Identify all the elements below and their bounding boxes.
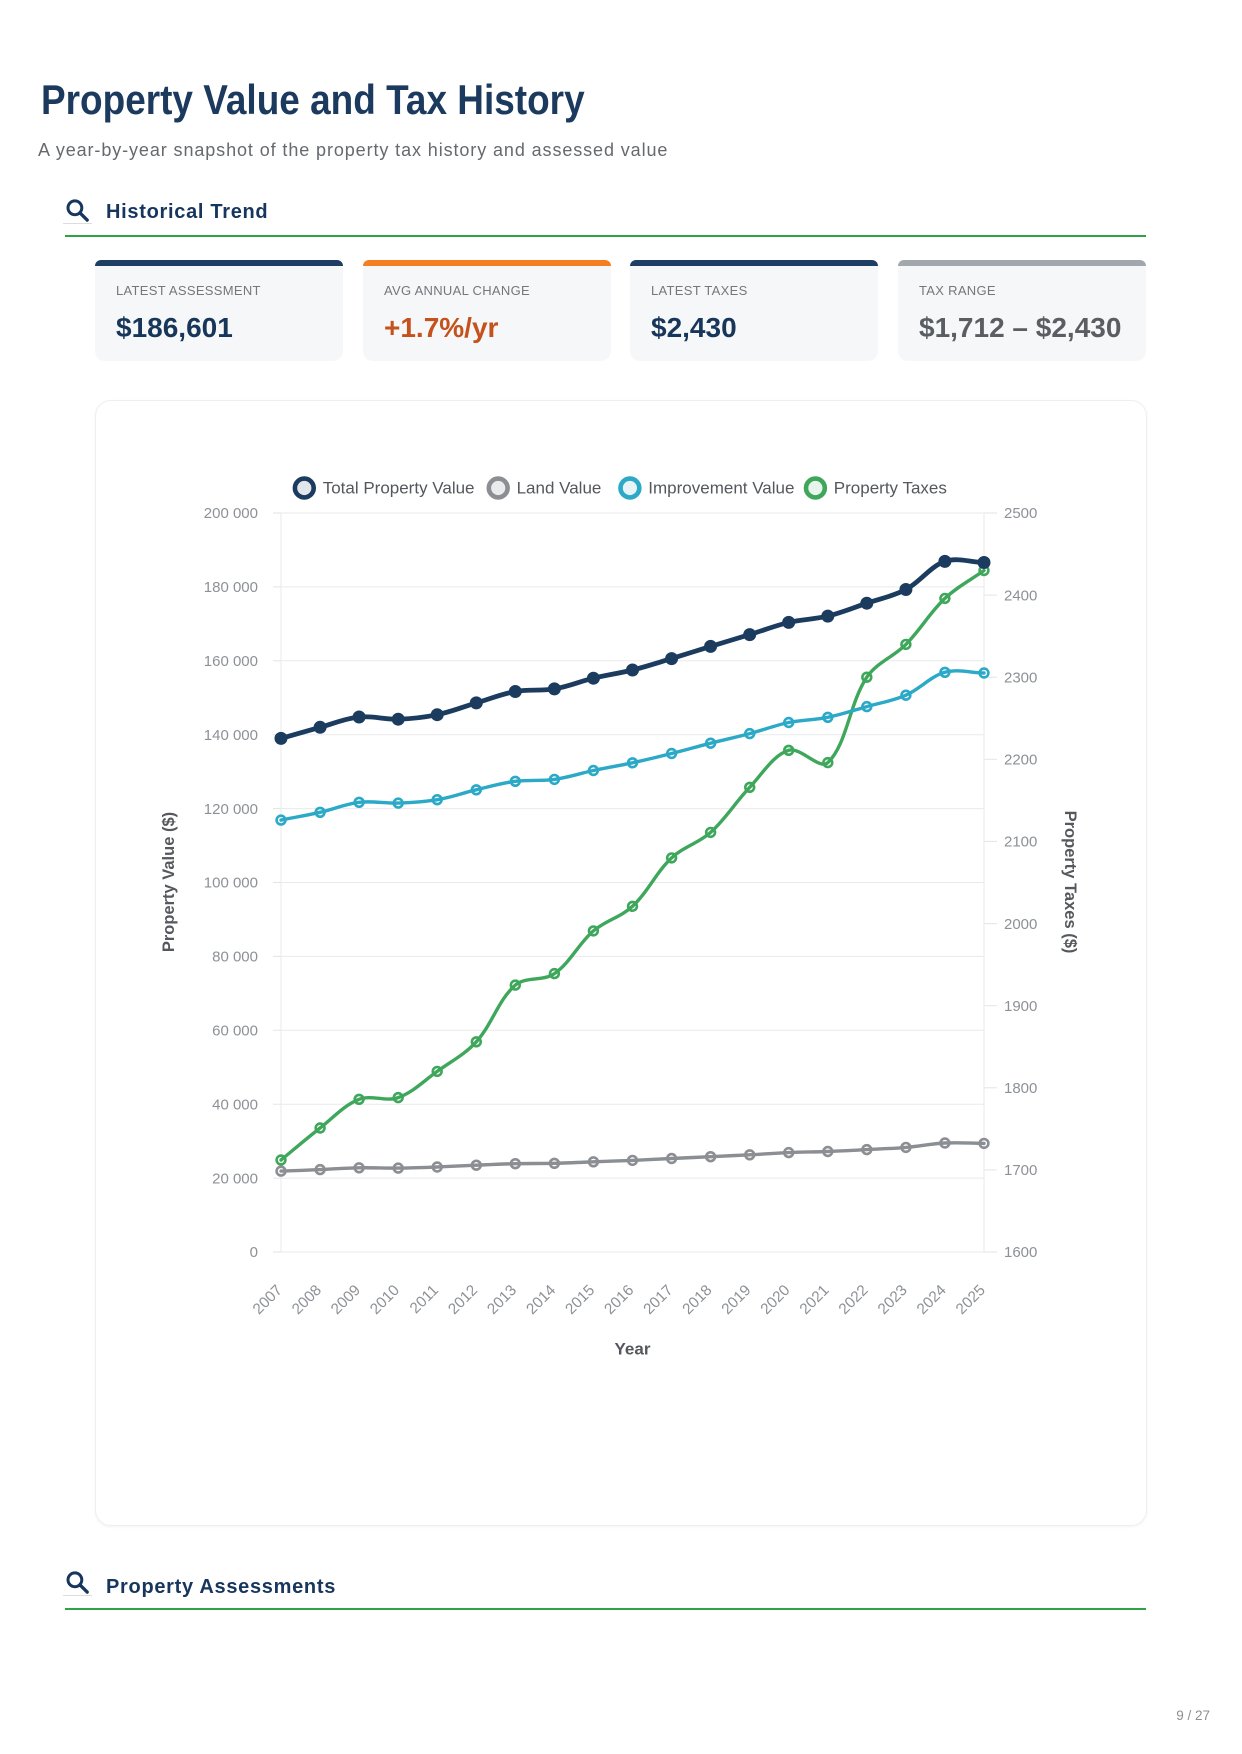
svg-text:140 000: 140 000 <box>204 727 258 744</box>
svg-text:2500: 2500 <box>1004 505 1037 522</box>
svg-text:2017: 2017 <box>640 1282 676 1318</box>
svg-text:2018: 2018 <box>679 1282 715 1318</box>
svg-text:2010: 2010 <box>367 1282 403 1318</box>
svg-text:180 000: 180 000 <box>204 579 258 596</box>
svg-text:2021: 2021 <box>797 1282 833 1318</box>
svg-text:2015: 2015 <box>562 1282 598 1318</box>
svg-text:2009: 2009 <box>328 1282 364 1318</box>
svg-text:2016: 2016 <box>601 1282 637 1318</box>
svg-text:1800: 1800 <box>1004 1080 1037 1097</box>
svg-text:Total Property Value: Total Property Value <box>323 479 475 498</box>
svg-text:2008: 2008 <box>289 1282 325 1318</box>
svg-text:Land Value: Land Value <box>517 479 602 498</box>
svg-text:2020: 2020 <box>757 1282 793 1318</box>
svg-text:1600: 1600 <box>1004 1244 1037 1261</box>
svg-text:2200: 2200 <box>1004 752 1037 769</box>
svg-text:120 000: 120 000 <box>204 801 258 818</box>
svg-text:2100: 2100 <box>1004 834 1037 851</box>
svg-text:Property Taxes ($): Property Taxes ($) <box>1061 811 1079 954</box>
svg-text:2022: 2022 <box>836 1282 872 1318</box>
svg-text:2023: 2023 <box>875 1282 911 1318</box>
svg-text:2014: 2014 <box>523 1281 559 1317</box>
svg-text:2000: 2000 <box>1004 916 1037 933</box>
svg-text:40 000: 40 000 <box>212 1096 258 1113</box>
svg-text:20 000: 20 000 <box>212 1170 258 1187</box>
svg-text:2025: 2025 <box>953 1282 989 1318</box>
svg-text:2300: 2300 <box>1004 669 1037 686</box>
svg-text:100 000: 100 000 <box>204 875 258 892</box>
svg-text:2024: 2024 <box>914 1281 950 1317</box>
svg-text:2400: 2400 <box>1004 587 1037 604</box>
svg-text:160 000: 160 000 <box>204 653 258 670</box>
svg-text:Year: Year <box>615 1340 651 1359</box>
svg-text:200 000: 200 000 <box>204 505 258 522</box>
svg-text:Property Value ($): Property Value ($) <box>160 812 178 952</box>
svg-text:80 000: 80 000 <box>212 949 258 966</box>
svg-text:2013: 2013 <box>484 1282 520 1318</box>
svg-text:2007: 2007 <box>250 1282 286 1318</box>
svg-text:1900: 1900 <box>1004 998 1037 1015</box>
svg-text:2012: 2012 <box>445 1282 481 1318</box>
svg-text:60 000: 60 000 <box>212 1023 258 1040</box>
svg-text:Property Taxes: Property Taxes <box>834 479 947 498</box>
svg-text:1700: 1700 <box>1004 1162 1037 1179</box>
svg-text:2019: 2019 <box>718 1282 754 1318</box>
svg-text:0: 0 <box>250 1244 258 1261</box>
svg-text:2011: 2011 <box>407 1282 442 1317</box>
svg-text:Improvement Value: Improvement Value <box>648 479 794 498</box>
